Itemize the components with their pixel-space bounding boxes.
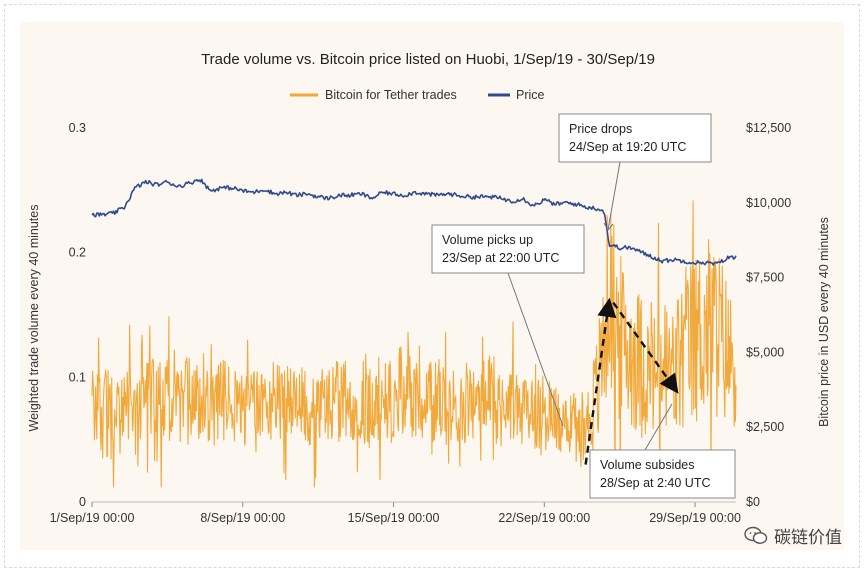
legend: Bitcoin for Tether trades Price [290,88,545,102]
price-series-line [91,178,737,266]
right-tick-label: $12,500 [746,121,791,135]
left-tick-label: 0.3 [69,121,86,135]
left-tick-label: 0 [79,495,86,509]
annotation-box-3 [589,449,736,499]
x-tick-label: 8/Sep/19 00:00 [200,511,285,525]
x-tick-label: 22/Sep/19 00:00 [498,511,590,525]
x-axis-ticks: 1/Sep/19 00:00 8/Sep/19 00:00 15/Sep/19 00… [50,502,741,525]
right-tick-label: $10,000 [746,196,791,210]
left-tick-label: 0.1 [69,370,86,384]
annotation-text: Volume subsides [600,458,695,472]
volume-series-line [91,200,737,488]
right-tick-label: $7,500 [746,271,784,285]
annotation-box-1 [558,113,712,163]
trend-arrow-2 [612,301,679,394]
right-axis-ticks: $0 $2,500 $5,000 $7,500 $10,000 $12,500 [746,121,791,509]
trend-arrows [584,297,679,465]
annotation-leader-2 [507,272,564,427]
right-axis-label: Bitcoin price in USD every 40 minutes [817,217,831,427]
annotation-box-2 [431,224,585,274]
watermark-text: 碳链价值 [774,528,842,548]
annotations: Price drops 24/Sep at 19:20 UTC Volume pic… [431,113,736,499]
trend-arrow-1 [584,297,617,465]
left-axis-label: Weighted trade volume every 40 minutes [27,205,41,432]
annotation-text: Price drops [569,122,632,136]
legend-label-price: Price [516,88,545,102]
annotation-leader-3 [644,403,673,451]
watermark: 碳链价值 [744,523,842,548]
right-tick-label: $0 [746,495,760,509]
right-tick-label: $2,500 [746,420,784,434]
chart-title: Trade volume vs. Bitcoin price listed on… [201,51,655,68]
right-tick-label: $5,000 [746,345,784,359]
x-tick-label: 29/Sep/19 00:00 [649,511,741,525]
annotation-text: Volume picks up [442,233,533,247]
left-axis-ticks: 0 0.1 0.2 0.3 [69,121,86,509]
annotation-text: 28/Sep at 2:40 UTC [600,476,710,490]
annotation-leader-1 [607,161,621,231]
legend-label-volume: Bitcoin for Tether trades [325,88,457,102]
wechat-icon [744,526,768,544]
annotation-text: 24/Sep at 19:20 UTC [569,140,686,154]
annotation-text: 23/Sep at 22:00 UTC [442,251,559,265]
left-tick-label: 0.2 [69,246,86,260]
x-tick-label: 15/Sep/19 00:00 [348,511,440,525]
annotation-arrowhead [603,222,614,231]
x-tick-label: 1/Sep/19 00:00 [50,511,135,525]
